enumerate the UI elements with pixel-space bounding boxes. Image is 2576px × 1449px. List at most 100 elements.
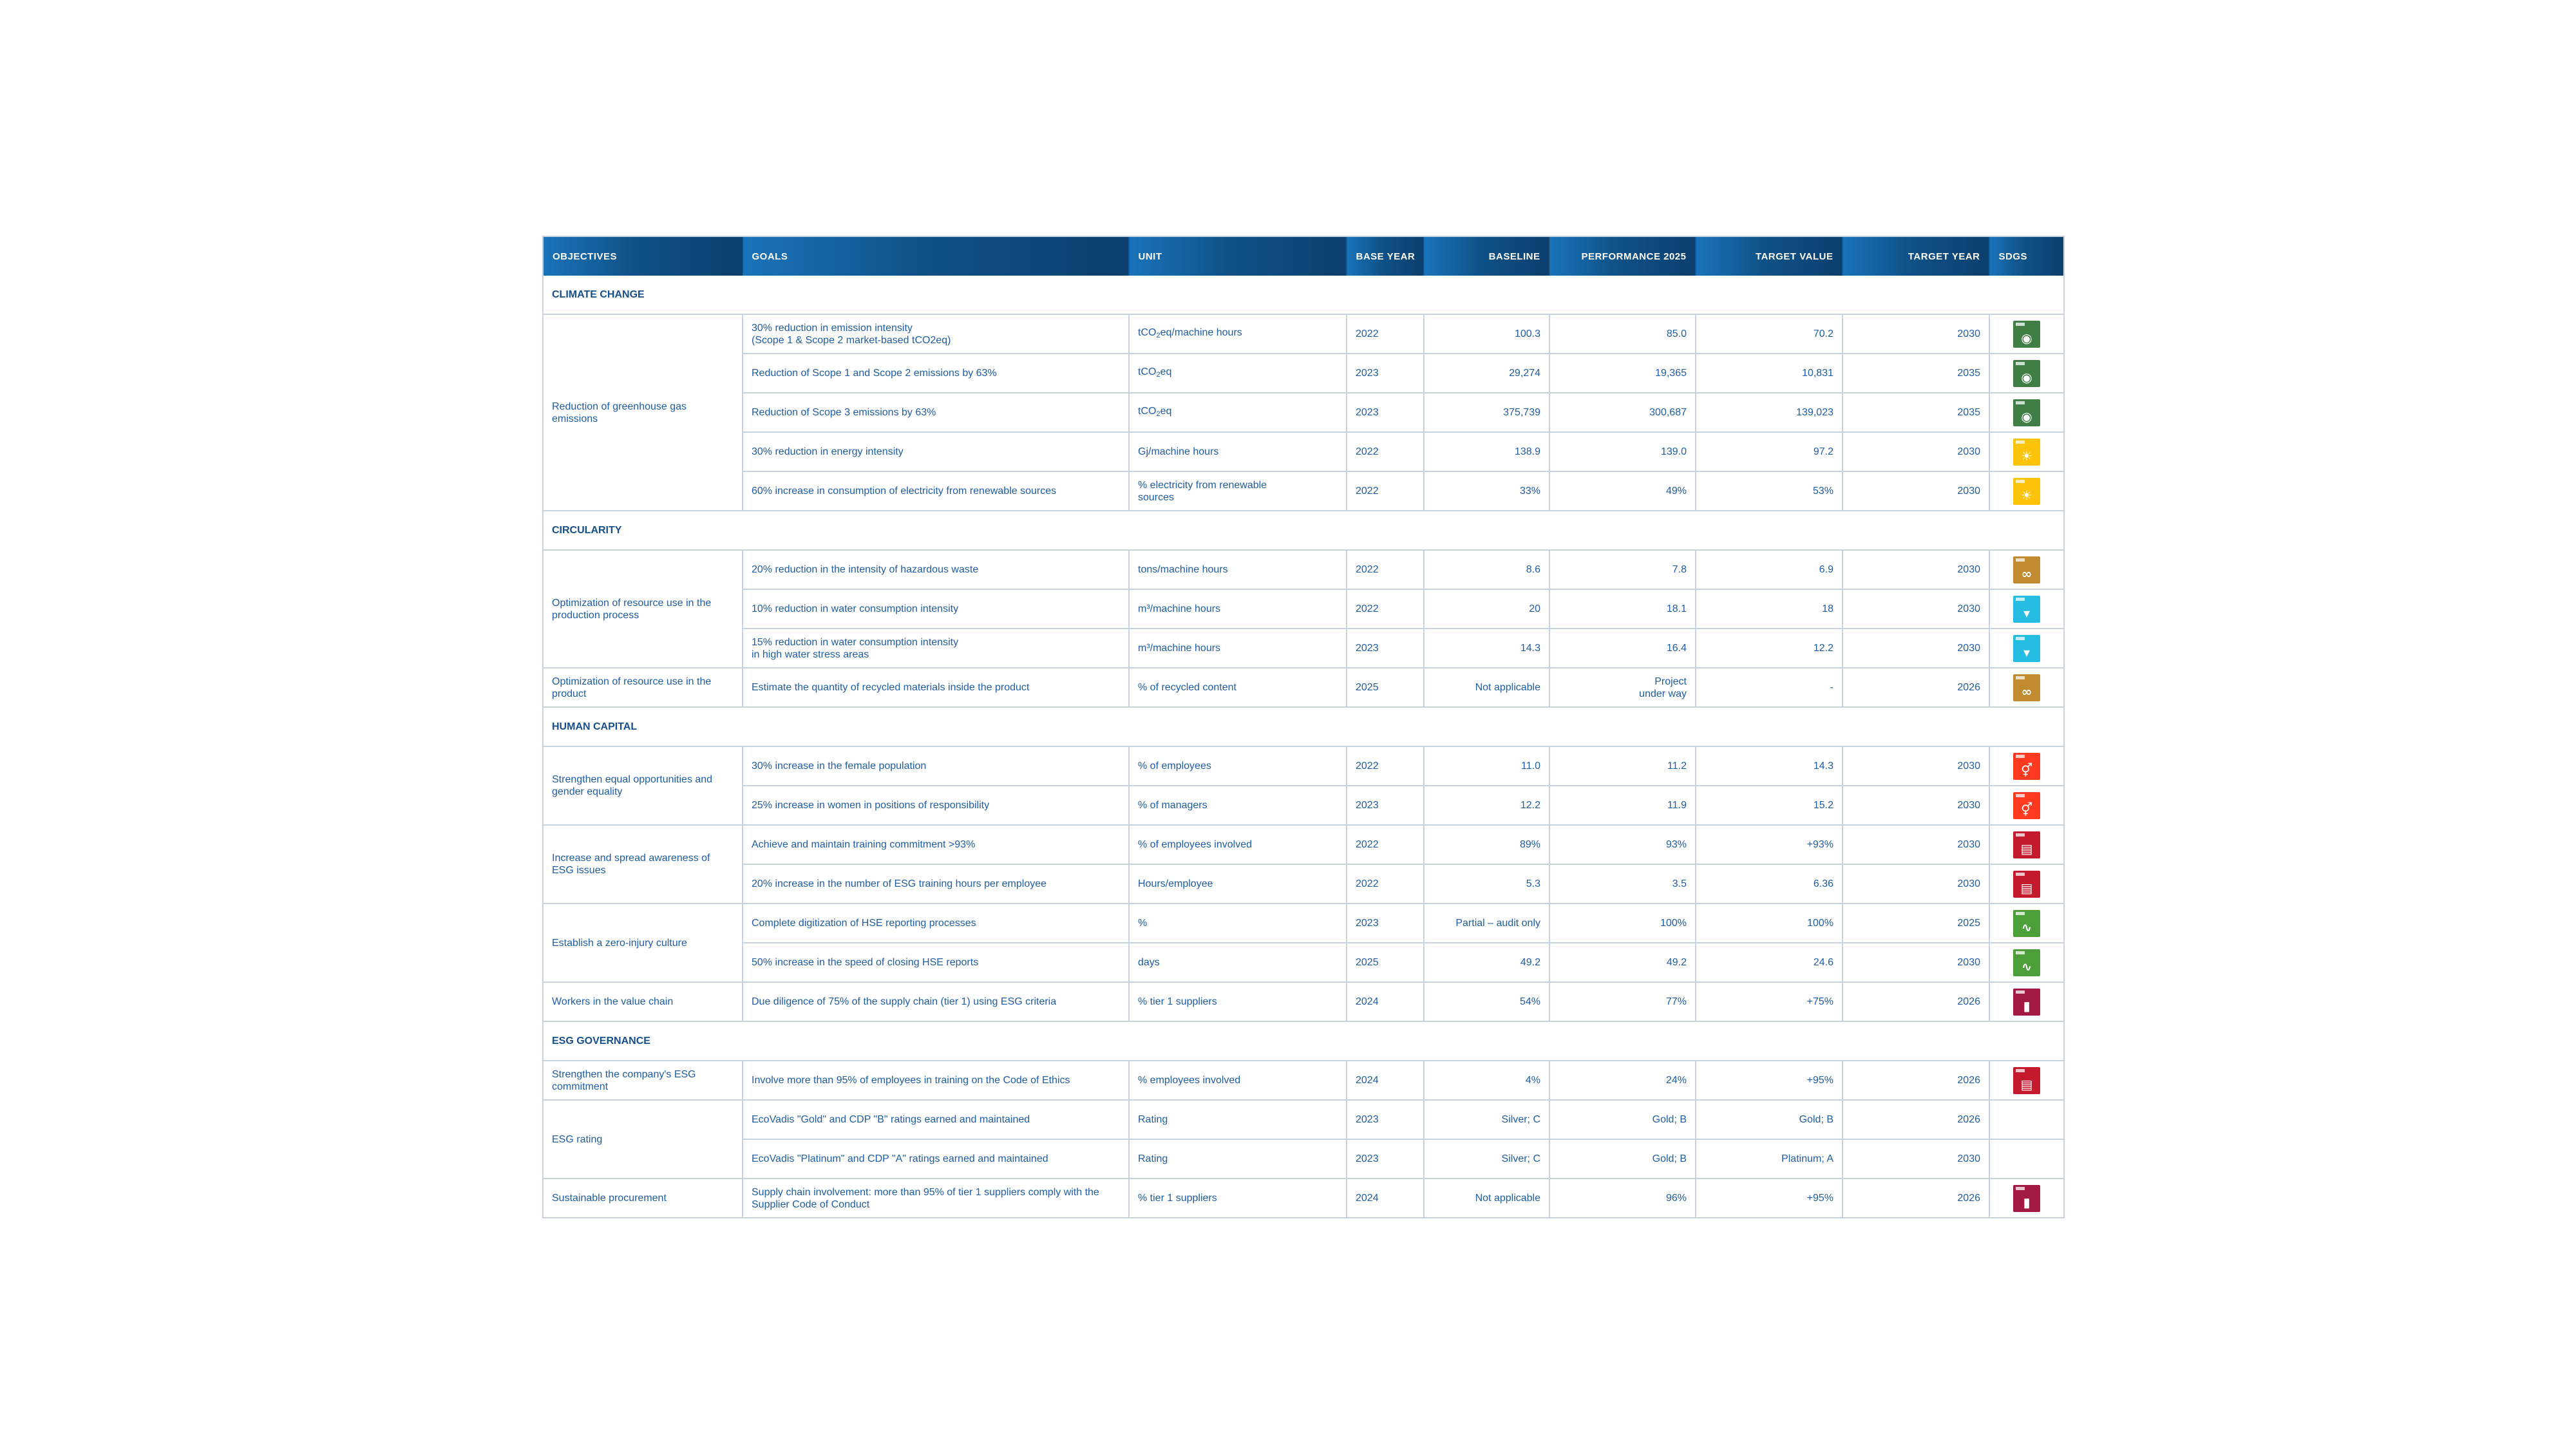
- base-year-value: 2023: [1356, 918, 1379, 929]
- target-value-cell: 70.2: [1696, 314, 1843, 354]
- sdg-cell: ∿: [1989, 943, 2065, 983]
- target-year-value: 2030: [1957, 446, 1980, 457]
- baseline-cell: 375,739: [1424, 393, 1550, 433]
- table-row: Establish a zero-injury culture Complete…: [543, 904, 2065, 983]
- section-row-climate: CLIMATE CHANGE: [543, 276, 2064, 315]
- unit-cell: % of managers: [1129, 786, 1347, 826]
- unit-cell: m³/machine hours: [1129, 629, 1347, 668]
- unit-text: m³/machine hours: [1138, 603, 1221, 614]
- sdg-glyph: ◉: [2021, 408, 2032, 424]
- sdg-label-strip: [2016, 361, 2025, 365]
- target-year-value: 2030: [1957, 761, 1980, 772]
- performance-cell: 139.0: [1549, 432, 1696, 472]
- target-year-cell: 2026: [1842, 982, 1990, 1022]
- performance-cell: Gold; B: [1549, 1100, 1696, 1140]
- target-value-cell: 139,023: [1696, 393, 1843, 433]
- base-year-cell: 2023: [1347, 786, 1425, 826]
- baseline-cell: 12.2: [1424, 786, 1550, 826]
- baseline-value: 20: [1529, 603, 1540, 614]
- unit-cell: % tier 1 suppliers: [1129, 982, 1347, 1022]
- sdg-glyph: ▤: [2020, 1076, 2033, 1092]
- sdg-glyph: ∞: [2021, 683, 2032, 699]
- baseline-value: Silver; C: [1501, 1114, 1540, 1125]
- sdg-cell: ⚥: [1989, 786, 2065, 826]
- target-year-cell: 2030: [1842, 943, 1990, 983]
- sdg-glyph: ▮: [2023, 1194, 2031, 1210]
- base-year-value: 2022: [1356, 446, 1379, 457]
- goal-text-line2: (Scope 1 & Scope 2 market-based tCO2eq): [752, 334, 951, 346]
- base-year-value: 2022: [1356, 761, 1379, 772]
- target-year-cell: 2026: [1842, 668, 1990, 708]
- target-year-cell: 2030: [1842, 746, 1990, 786]
- baseline-cell: 54%: [1424, 982, 1550, 1022]
- unit-text: % tier 1 suppliers: [1138, 996, 1217, 1007]
- sdg-glyph: ∿: [2021, 919, 2032, 935]
- sdg-7-clean-energy-icon: ☀: [2013, 477, 2040, 505]
- baseline-value: 14.3: [1520, 643, 1540, 654]
- sdg-cell: ∞: [1989, 668, 2065, 708]
- unit-cell: % tier 1 suppliers: [1129, 1179, 1347, 1218]
- goal-text: 20% reduction in the intensity of hazard…: [752, 564, 979, 575]
- goal-text: 15% reduction in water consumption inten…: [752, 636, 959, 648]
- baseline-value: 4%: [1525, 1075, 1540, 1086]
- performance-value: 24%: [1665, 1075, 1687, 1086]
- sdg-12-responsible-consumption-icon: ∞: [2013, 674, 2040, 701]
- goal-text: Estimate the quantity of recycled materi…: [752, 682, 1030, 693]
- target-value: -: [1830, 682, 1833, 693]
- target-value: +95%: [1806, 1193, 1833, 1204]
- unit-text: tons/machine hours: [1138, 564, 1228, 575]
- goal-cell: EcoVadis "Gold" and CDP "B" ratings earn…: [743, 1100, 1130, 1140]
- baseline-value: Partial – audit only: [1455, 918, 1540, 929]
- goal-cell: 20% increase in the number of ESG traini…: [743, 864, 1130, 904]
- table-row: 30% reduction in energy intensity Gj/mach…: [543, 432, 2065, 472]
- target-year-cell: 2035: [1842, 393, 1990, 433]
- table-row: Reduction of Scope 3 emissions by 63% tCO…: [543, 393, 2065, 433]
- performance-cell: 85.0: [1549, 314, 1696, 354]
- base-year-value: 2023: [1356, 643, 1379, 654]
- sdg-glyph: ∞: [2021, 565, 2032, 582]
- sdg-4-quality-education-icon: ▤: [2013, 1066, 2040, 1094]
- target-year-value: 2026: [1957, 1075, 1980, 1086]
- sdg-label-strip: [2016, 951, 2025, 954]
- target-value-cell: 53%: [1696, 471, 1843, 511]
- performance-value: 11.9: [1667, 800, 1687, 811]
- baseline-value: 100.3: [1514, 328, 1540, 339]
- baseline-cell: 89%: [1424, 825, 1550, 865]
- table-row: 10% reduction in water consumption inten…: [543, 589, 2065, 629]
- unit-text: %: [1138, 918, 1148, 929]
- target-value: 97.2: [1813, 446, 1833, 457]
- unit-text: Rating: [1138, 1114, 1168, 1125]
- sdg-cell: ◉: [1989, 354, 2065, 393]
- baseline-value: Not applicable: [1475, 1193, 1540, 1204]
- goal-cell: Supply chain involvement: more than 95% …: [743, 1179, 1130, 1218]
- performance-value: 3.5: [1672, 878, 1687, 889]
- sdg-glyph: ◉: [2021, 369, 2032, 385]
- baseline-value: 5.3: [1526, 878, 1540, 889]
- unit-text: % of employees: [1138, 761, 1211, 772]
- table-row: 50% increase in the speed of closing HSE…: [543, 943, 2065, 983]
- table-row: Strengthen the company's ESG commitment …: [543, 1061, 2065, 1101]
- target-year-value: 2030: [1957, 878, 1980, 889]
- unit-text-rest: eq: [1160, 405, 1172, 417]
- sdg-13-climate-action-icon: ◉: [2013, 359, 2040, 387]
- table-row: 15% reduction in water consumption inten…: [543, 629, 2065, 668]
- performance-value: 16.4: [1666, 643, 1687, 654]
- sdg-glyph: ▮: [2023, 998, 2031, 1014]
- baseline-cell: 100.3: [1424, 314, 1550, 354]
- unit-text: tCO: [1138, 327, 1157, 338]
- target-year-cell: 2030: [1842, 314, 1990, 354]
- target-year-cell: 2035: [1842, 354, 1990, 393]
- header-target-value: TARGET VALUE: [1696, 236, 1843, 276]
- goal-text: 30% reduction in emission intensity: [752, 322, 913, 334]
- section-title-human: HUMAN CAPITAL: [543, 707, 2064, 747]
- baseline-cell: Silver; C: [1424, 1139, 1550, 1179]
- base-year-value: 2023: [1356, 368, 1379, 379]
- target-value: Platinum; A: [1781, 1153, 1833, 1164]
- header-baseline: BASELINE: [1424, 236, 1550, 276]
- target-value: 18: [1822, 603, 1833, 614]
- goal-text-line2: Supplier Code of Conduct: [752, 1198, 870, 1210]
- base-year-cell: 2022: [1347, 550, 1425, 590]
- sdg-glyph: ◉: [2021, 330, 2032, 346]
- performance-value: 100%: [1660, 918, 1687, 929]
- unit-cell: % of employees involved: [1129, 825, 1347, 865]
